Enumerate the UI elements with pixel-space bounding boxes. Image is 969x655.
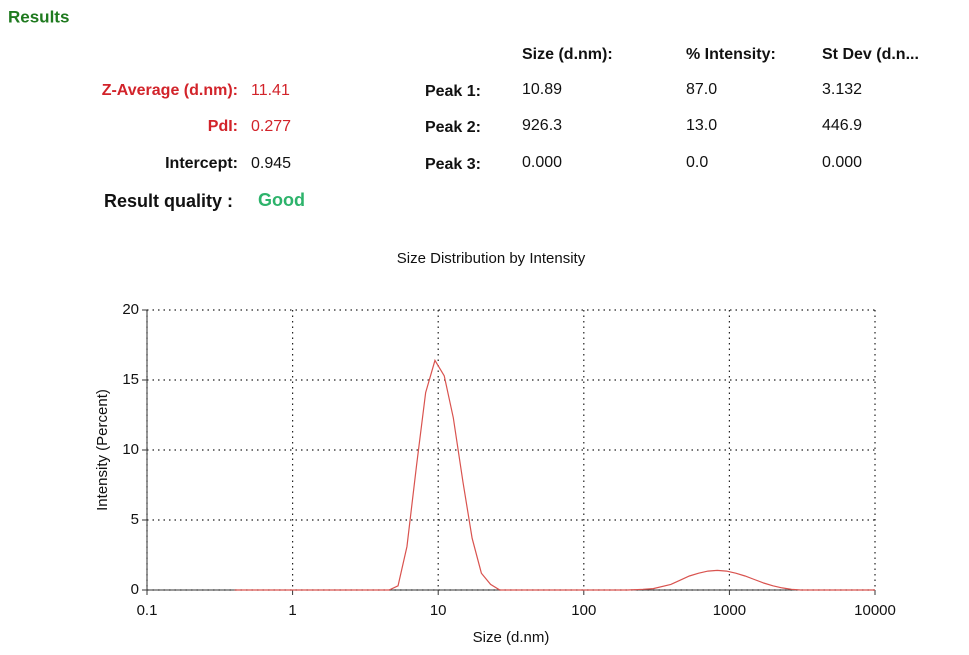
peak-table: Peak 1: 10.89 87.0 3.132 Peak 2: 926.3 13.0 446… [425,81,862,173]
summary-value: 0.277 [251,118,291,135]
peak-value: 926.3 [522,117,562,134]
peak-label: Peak 2: [425,119,481,136]
quality-value: Good [258,190,305,210]
summary-value: 0.945 [251,155,291,172]
summary-label: PdI: [208,118,238,135]
peak-value: 0.000 [822,154,862,171]
summary-label: Z-Average (d.nm): [102,82,238,99]
chart-title: Size Distribution by Intensity [397,250,586,267]
peak-label: Peak 3: [425,156,481,173]
x-axis-label: Size (d.nm) [473,629,550,646]
intensity-line [234,358,875,591]
column-header: Size (d.nm): [522,46,613,63]
peak-value: 87.0 [686,81,717,98]
quality-label: Result quality : [104,191,233,211]
x-tick-label: 100 [571,602,596,619]
header: Results [8,7,69,26]
summary-label: Intercept: [165,155,238,172]
x-tick-label: 10 [430,602,447,619]
x-tick-label: 1000 [713,602,746,619]
y-axis-label: Intensity (Percent) [94,389,111,511]
column-header: % Intensity: [686,46,776,63]
peak-value: 13.0 [686,117,717,134]
peak-value: 0.0 [686,154,708,171]
x-tick-label: 1 [288,602,296,619]
chart: Size Distribution by Intensity Size (d.n… [94,250,896,646]
peak-value: 0.000 [522,154,562,171]
column-header: St Dev (d.n... [822,46,919,63]
y-tick-label: 5 [131,511,139,528]
peak-value: 10.89 [522,81,562,98]
y-tick-label: 20 [122,301,139,318]
y-tick-label: 15 [122,371,139,388]
peak-value: 3.132 [822,81,862,98]
summary-value: 11.41 [251,82,290,99]
y-tick-label: 10 [122,441,139,458]
x-tick-label: 10000 [854,602,896,619]
peak-value: 446.9 [822,117,862,134]
peak-label: Peak 1: [425,83,481,100]
x-tick-label: 0.1 [137,602,158,619]
y-tick-label: 0 [131,581,139,598]
